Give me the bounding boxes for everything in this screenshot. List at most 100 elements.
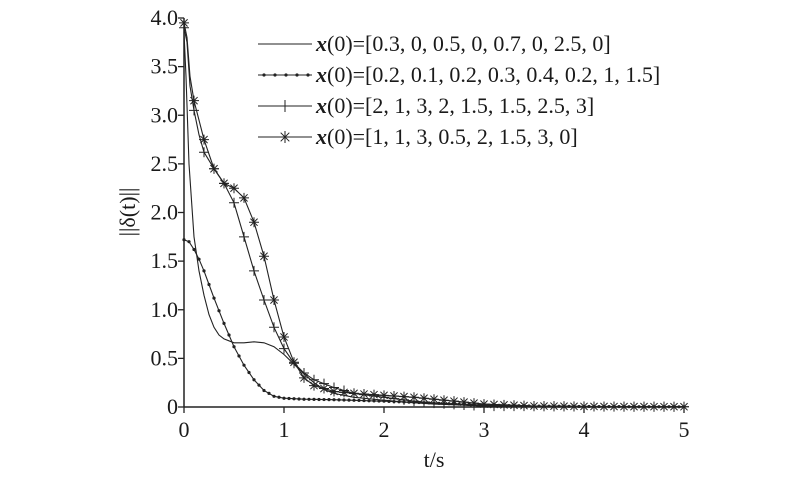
y-tick-label: 0.5 — [151, 345, 179, 370]
data-point — [679, 401, 689, 412]
data-point — [659, 401, 669, 412]
data-point — [277, 395, 281, 399]
data-point — [259, 251, 269, 262]
data-point — [284, 73, 288, 77]
data-point — [377, 399, 381, 403]
data-point — [259, 295, 269, 306]
data-point — [242, 363, 246, 367]
data-point — [389, 390, 399, 401]
data-point — [306, 73, 310, 77]
data-point — [359, 389, 369, 400]
data-point — [299, 372, 309, 383]
data-point — [292, 397, 296, 401]
y-tick-label: 0 — [167, 394, 178, 419]
data-point — [279, 100, 291, 112]
data-point — [387, 399, 391, 403]
data-point — [569, 401, 579, 412]
data-point — [199, 147, 209, 158]
data-point — [249, 265, 259, 276]
data-point — [199, 134, 209, 145]
data-point — [332, 398, 336, 402]
data-point — [327, 398, 331, 402]
x-tick-label: 4 — [579, 417, 590, 442]
data-point — [362, 398, 366, 403]
data-point — [272, 394, 276, 398]
data-point — [267, 391, 271, 395]
data-point — [295, 73, 299, 77]
data-point — [279, 331, 289, 342]
data-point — [187, 240, 191, 244]
data-point — [429, 394, 439, 405]
data-point — [489, 399, 499, 410]
data-point — [509, 400, 519, 411]
series-layer — [179, 17, 689, 412]
data-point — [269, 295, 279, 306]
data-point — [179, 17, 189, 28]
data-point — [649, 401, 659, 412]
data-point — [319, 383, 329, 394]
data-point — [349, 388, 359, 399]
data-point — [322, 397, 326, 402]
data-point — [379, 390, 389, 401]
data-point — [439, 395, 449, 406]
legend-label: x(0)=[0.2, 0.1, 0.2, 0.3, 0.4, 0.2, 1, 1… — [315, 62, 660, 87]
data-point — [287, 396, 291, 401]
data-point — [289, 357, 299, 368]
data-point — [212, 296, 216, 300]
legend-label: x(0)=[0.3, 0, 0.5, 0, 0.7, 0, 2.5, 0] — [315, 31, 611, 56]
x-tick-label: 2 — [379, 417, 390, 442]
data-point — [269, 322, 279, 333]
data-point — [312, 397, 316, 401]
y-tick-label: 2.0 — [151, 200, 179, 225]
data-point — [337, 398, 341, 402]
data-point — [302, 397, 306, 401]
data-point — [317, 397, 321, 402]
series-line — [183, 32, 685, 408]
data-point — [397, 400, 401, 404]
data-point — [262, 388, 266, 393]
data-point — [189, 105, 199, 116]
data-point — [217, 309, 221, 313]
data-point — [279, 131, 291, 143]
data-point — [519, 400, 529, 411]
data-point — [347, 398, 351, 402]
y-tick-label: 3.5 — [151, 54, 179, 79]
legend-entry: x(0)=[0.2, 0.1, 0.2, 0.3, 0.4, 0.2, 1, 1… — [258, 62, 660, 87]
data-point — [249, 217, 259, 228]
data-point — [227, 333, 231, 337]
data-point — [329, 386, 339, 397]
axes: 0 1 2 3 4 5 0 0.5 1.0 1.5 2.0 2.5 3.0 3.5 4.0 — [151, 5, 690, 442]
data-point — [219, 178, 229, 189]
data-point — [339, 387, 349, 398]
legend: x(0)=[0.3, 0, 0.5, 0, 0.7, 0, 2.5, 0] x(0… — [258, 31, 660, 149]
data-point — [182, 238, 186, 242]
series-line — [183, 239, 685, 408]
data-point — [239, 231, 249, 242]
data-point — [539, 401, 549, 412]
legend-entry: x(0)=[2, 1, 3, 2, 1.5, 1.5, 2.5, 3] — [258, 93, 594, 118]
x-tick-label: 5 — [679, 417, 690, 442]
data-point — [282, 396, 286, 400]
data-point — [342, 398, 346, 402]
data-point — [579, 401, 589, 412]
legend-entry: x(0)=[0.3, 0, 0.5, 0, 0.7, 0, 2.5, 0] — [258, 31, 611, 56]
data-point — [549, 401, 559, 412]
legend-entry: x(0)=[1, 1, 3, 0.5, 2, 1.5, 3, 0] — [258, 124, 578, 149]
series-1 — [183, 32, 685, 408]
data-point — [273, 73, 277, 77]
data-point — [209, 163, 219, 174]
data-point — [529, 401, 539, 412]
data-point — [207, 282, 211, 287]
data-point — [419, 393, 429, 404]
data-point — [609, 401, 619, 412]
data-point — [367, 399, 371, 403]
data-point — [239, 192, 249, 203]
data-point — [222, 321, 226, 325]
data-point — [197, 257, 201, 261]
data-point — [399, 391, 409, 402]
data-point — [229, 197, 239, 208]
data-point — [459, 397, 469, 408]
data-point — [629, 401, 639, 412]
data-point — [237, 354, 241, 358]
